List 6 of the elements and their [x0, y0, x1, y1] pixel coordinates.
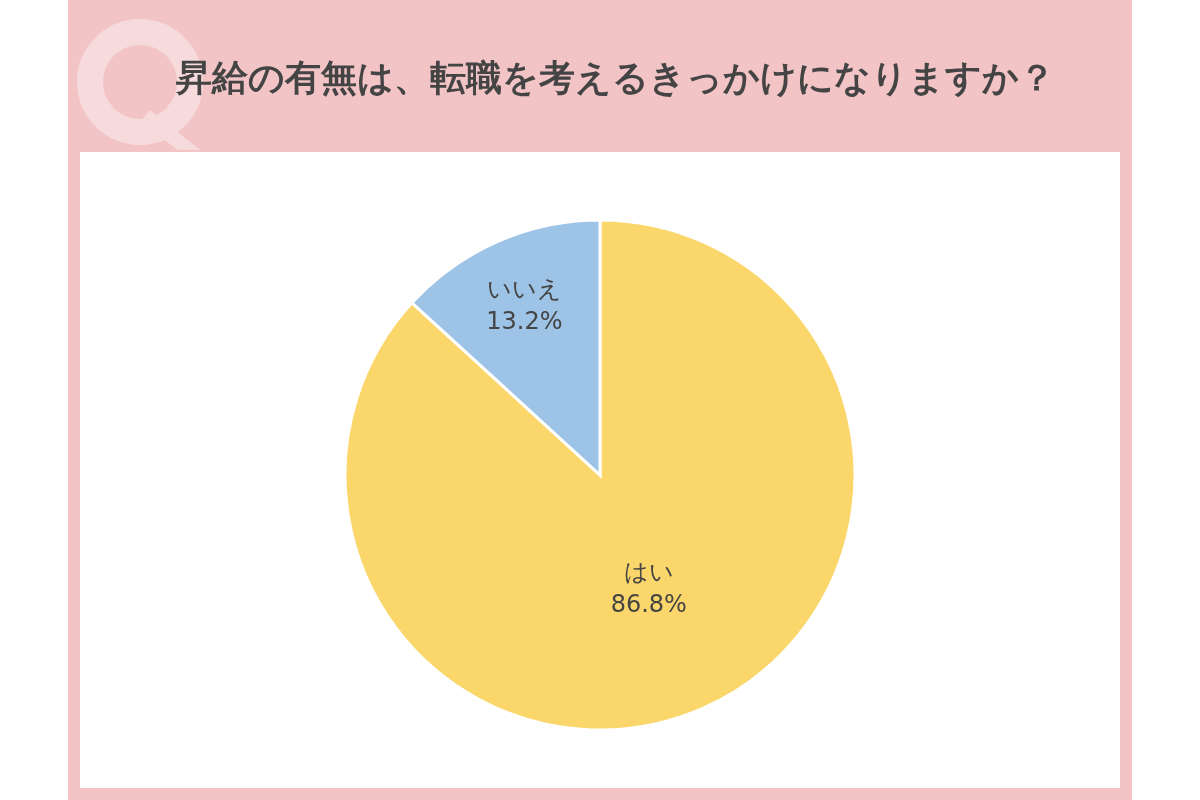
- slice-label: はい: [623, 557, 674, 586]
- data-label: 13.2%: [486, 307, 563, 336]
- data-label: 86.8%: [610, 589, 687, 618]
- chart-title: 昇給の有無は、転職を考えるきっかけになりますか？: [174, 57, 1055, 98]
- slice-label: いいえ: [486, 275, 562, 304]
- pie-slice: [343, 218, 857, 732]
